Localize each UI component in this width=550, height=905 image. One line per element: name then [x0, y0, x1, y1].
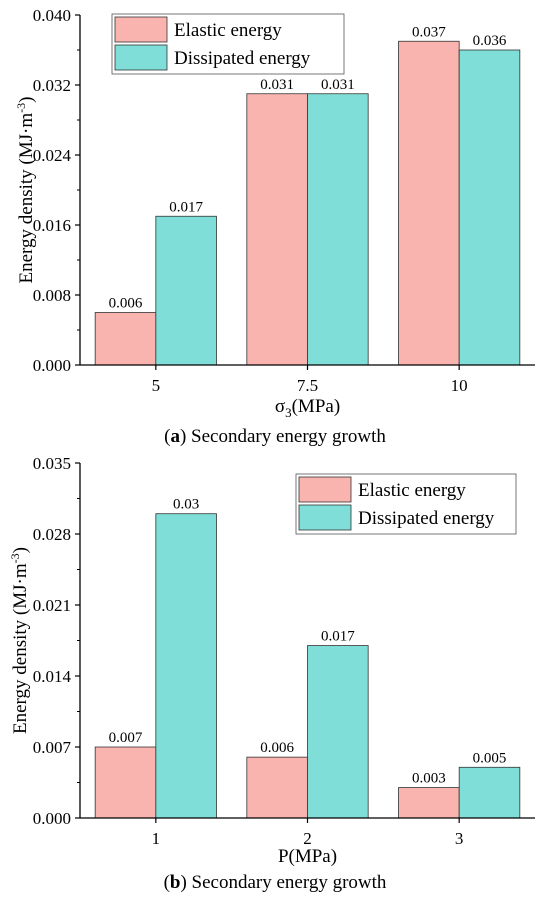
- data-label: 0.031: [260, 77, 294, 93]
- y-tick-label: 0.024: [33, 146, 72, 165]
- data-label: 0.003: [412, 771, 446, 787]
- caption-a-text: Secondary energy growth: [186, 426, 386, 447]
- x-tick-label: 5: [152, 376, 161, 395]
- data-label: 0.03: [173, 497, 199, 513]
- x-tick-label: 2: [303, 829, 312, 848]
- legend-label: Elastic energy: [358, 480, 466, 501]
- legend-swatch-elastic: [298, 476, 352, 503]
- data-label: 0.006: [260, 740, 294, 756]
- y-axis-title: Energy density (MJ·m-3): [8, 547, 31, 734]
- bar-elastic-2: [246, 756, 308, 819]
- bar-dissipated-1: [155, 513, 217, 819]
- bar-elastic-10: [398, 40, 460, 366]
- caption-b: (b) Secondary energy growth: [163, 872, 387, 893]
- caption-b-letter: b: [169, 872, 181, 893]
- x-tick-label: 1: [152, 829, 161, 848]
- bar-dissipated-7.5: [307, 93, 369, 366]
- x-tick-label: 10: [451, 376, 468, 395]
- data-label: 0.037: [412, 24, 446, 40]
- legend-label: Dissipated energy: [358, 508, 495, 529]
- legend: Elastic energy Dissipated energy: [111, 13, 345, 75]
- y-tick-label: 0.032: [33, 76, 71, 95]
- y-axis-title: Energy density (MJ·m-3): [14, 97, 37, 284]
- legend-label: Elastic energy: [174, 20, 282, 41]
- legend-swatch-elastic: [114, 16, 168, 43]
- caption-a: (a) Secondary energy growth: [164, 426, 386, 447]
- data-label: 0.036: [473, 33, 507, 49]
- bar-dissipated-5: [155, 215, 217, 366]
- legend-swatch-dissipated: [114, 44, 168, 71]
- legend: Elastic energy Dissipated energy: [295, 473, 517, 535]
- legend-swatch-dissipated: [298, 504, 352, 531]
- x-tick-label: 7.5: [297, 376, 318, 395]
- data-label: 0.006: [109, 296, 143, 312]
- y-tick-label: 0.000: [33, 809, 71, 828]
- x-tick-label: 3: [455, 829, 464, 848]
- bar-dissipated-2: [307, 645, 369, 819]
- data-label: 0.017: [321, 629, 355, 645]
- legend-label: Dissipated energy: [174, 48, 311, 69]
- bar-elastic-1: [94, 746, 157, 819]
- y-tick-label: 0.007: [33, 738, 72, 757]
- caption-b-text: Secondary energy growth: [186, 872, 387, 893]
- data-label: 0.005: [473, 750, 507, 766]
- y-tick-label: 0.014: [33, 667, 72, 686]
- bar-elastic-7.5: [246, 93, 308, 366]
- bar-dissipated-3: [458, 766, 521, 819]
- y-tick-label: 0.028: [33, 525, 71, 544]
- x-axis-title: P(MPa): [278, 846, 337, 867]
- y-tick-label: 0.008: [33, 286, 71, 305]
- bar-elastic-5: [94, 312, 157, 366]
- x-axis-title: σ3(MPa): [275, 396, 340, 420]
- y-tick-label: 0.016: [33, 216, 71, 235]
- bar-elastic-3: [398, 787, 460, 819]
- y-tick-label: 0.035: [33, 455, 71, 473]
- data-label: 0.031: [321, 77, 355, 93]
- y-tick-label: 0.040: [33, 6, 71, 25]
- chart-a: 0.006 0.031 0.037 0.017 0.031 0.036 0.000 0.008…: [14, 6, 535, 420]
- data-label: 0.017: [169, 199, 203, 215]
- data-label: 0.007: [109, 730, 143, 746]
- caption-a-letter: a: [170, 426, 180, 447]
- chart-b: 0.007 0.006 0.003 0.03 0.017 0.005 0.000 0.007 0…: [8, 455, 535, 867]
- y-tick-label: 0.021: [33, 596, 71, 615]
- bar-dissipated-10: [458, 49, 521, 366]
- y-tick-label: 0.000: [33, 356, 71, 375]
